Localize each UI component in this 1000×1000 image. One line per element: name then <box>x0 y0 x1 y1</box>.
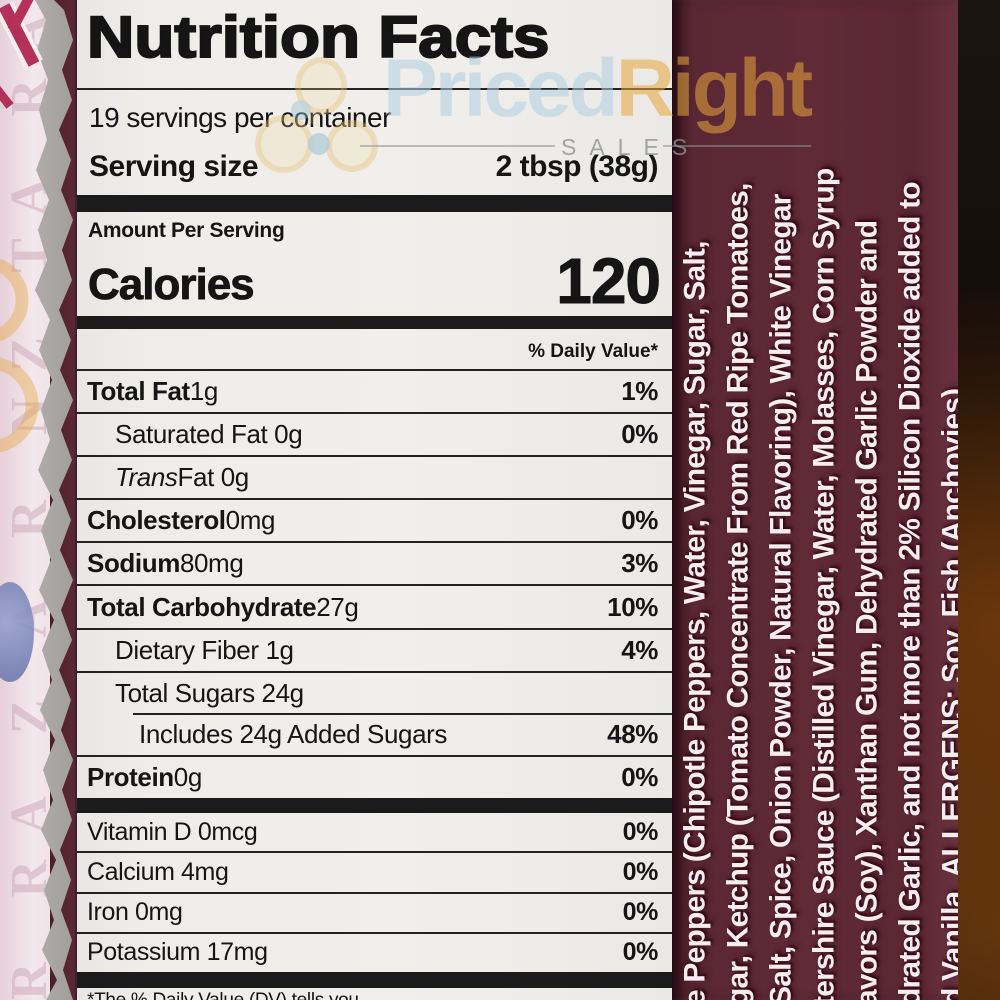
ingredients-line: e Peppers (Chipotle Peppers, Water, Vine… <box>678 241 711 1000</box>
daily-value: 0% <box>621 761 658 792</box>
nutrient-row: Cholesterol 0mg 0% <box>77 498 672 541</box>
daily-value: 0% <box>622 938 659 967</box>
divider-thick <box>77 195 672 212</box>
footnote-clipped: *The % Daily Value (DV) tells you <box>77 990 672 1000</box>
nutrient-row: Total Sugars 24g <box>77 670 672 714</box>
ingredients-line: Salt, Spice, Onion Powder, Natural Flavo… <box>764 194 797 1000</box>
ingredients-line: tershire Sauce (Distilled Vinegar, Water… <box>807 168 840 1000</box>
daily-value: 0% <box>622 817 659 846</box>
servings-per-container: 19 servings per container <box>89 102 391 133</box>
serving-size-value: 2 tbsp (38g) <box>495 150 659 183</box>
ingredients-line: gar, Ketchup (Tomato Concentrate From Re… <box>721 183 754 1000</box>
nutrition-facts-panel: Nutrition Facts 19 servings per containe… <box>75 0 672 1000</box>
daily-value: 0% <box>622 857 659 886</box>
daily-value: 48% <box>607 718 658 749</box>
daily-value: 0% <box>622 898 659 927</box>
photo-background <box>958 0 1000 1000</box>
calories-value: 120 <box>556 245 662 317</box>
ingredients-panel: e Peppers (Chipotle Peppers, Water, Vine… <box>672 0 975 1000</box>
ingredients-line: avors (Soy), Xanthan Gum, Dehydrated Gar… <box>850 220 883 1000</box>
label-art-crimson-strokes <box>0 0 43 109</box>
daily-value: 1% <box>621 376 658 407</box>
nutrient-row: Trans Fat 0g <box>77 455 672 498</box>
divider-medium <box>77 316 672 329</box>
serving-size-label: Serving size <box>89 150 259 183</box>
ingredients-text-rotated: e Peppers (Chipotle Peppers, Water, Vine… <box>673 0 974 1000</box>
vitamin-rows: Vitamin D 0mcg 0% Calcium 4mg 0% Iron 0mg 0% P… <box>77 813 672 972</box>
nutrition-facts-title: Nutrition Facts <box>77 2 672 90</box>
nutrient-row: Total Carbohydrate 27g 10% <box>77 584 672 627</box>
calories-row: Calories 120 <box>77 238 672 317</box>
daily-value: 10% <box>607 591 658 622</box>
nutrient-row: Saturated Fat 0g 0% <box>77 412 672 455</box>
daily-value: 4% <box>621 634 658 665</box>
daily-value: 0% <box>621 505 658 536</box>
daily-value: 3% <box>621 548 658 579</box>
nutrient-rows: Total Fat 1g 1% Saturated Fat 0g 0% Trans Fa… <box>77 371 672 798</box>
ingredients-line: drated Garlic, and not more than 2% Sili… <box>893 182 926 1000</box>
daily-value: 0% <box>621 419 658 450</box>
calories-label: Calories <box>88 260 255 310</box>
nutrient-row: Includes 24g Added Sugars 48% <box>77 712 672 755</box>
nutrient-row: Total Fat 1g 1% <box>87 376 658 407</box>
watermark-fragment-rings <box>0 258 39 453</box>
vitamin-row: Vitamin D 0mcg 0% <box>87 817 659 846</box>
amount-per-serving: Amount Per Serving <box>88 219 285 242</box>
divider-thick <box>77 972 672 988</box>
vitamin-row: Iron 0mg 0% <box>77 891 672 932</box>
vitamin-row: Potassium 17mg 0% <box>77 931 672 972</box>
serving-size-row: Serving size 2 tbsp (38g) <box>77 140 672 194</box>
vitamin-row: Calcium 4mg 0% <box>77 851 672 891</box>
daily-value-header: % Daily Value* <box>77 331 672 371</box>
nutrient-row: Sodium 80mg 3% <box>77 541 672 584</box>
nutrient-row: Dietary Fiber 1g 4% <box>77 627 672 671</box>
nutrition-facts-title-text: Nutrition Facts <box>86 4 551 71</box>
nutrient-row: Protein 0g 0% <box>77 754 672 798</box>
divider-thick <box>77 798 672 813</box>
